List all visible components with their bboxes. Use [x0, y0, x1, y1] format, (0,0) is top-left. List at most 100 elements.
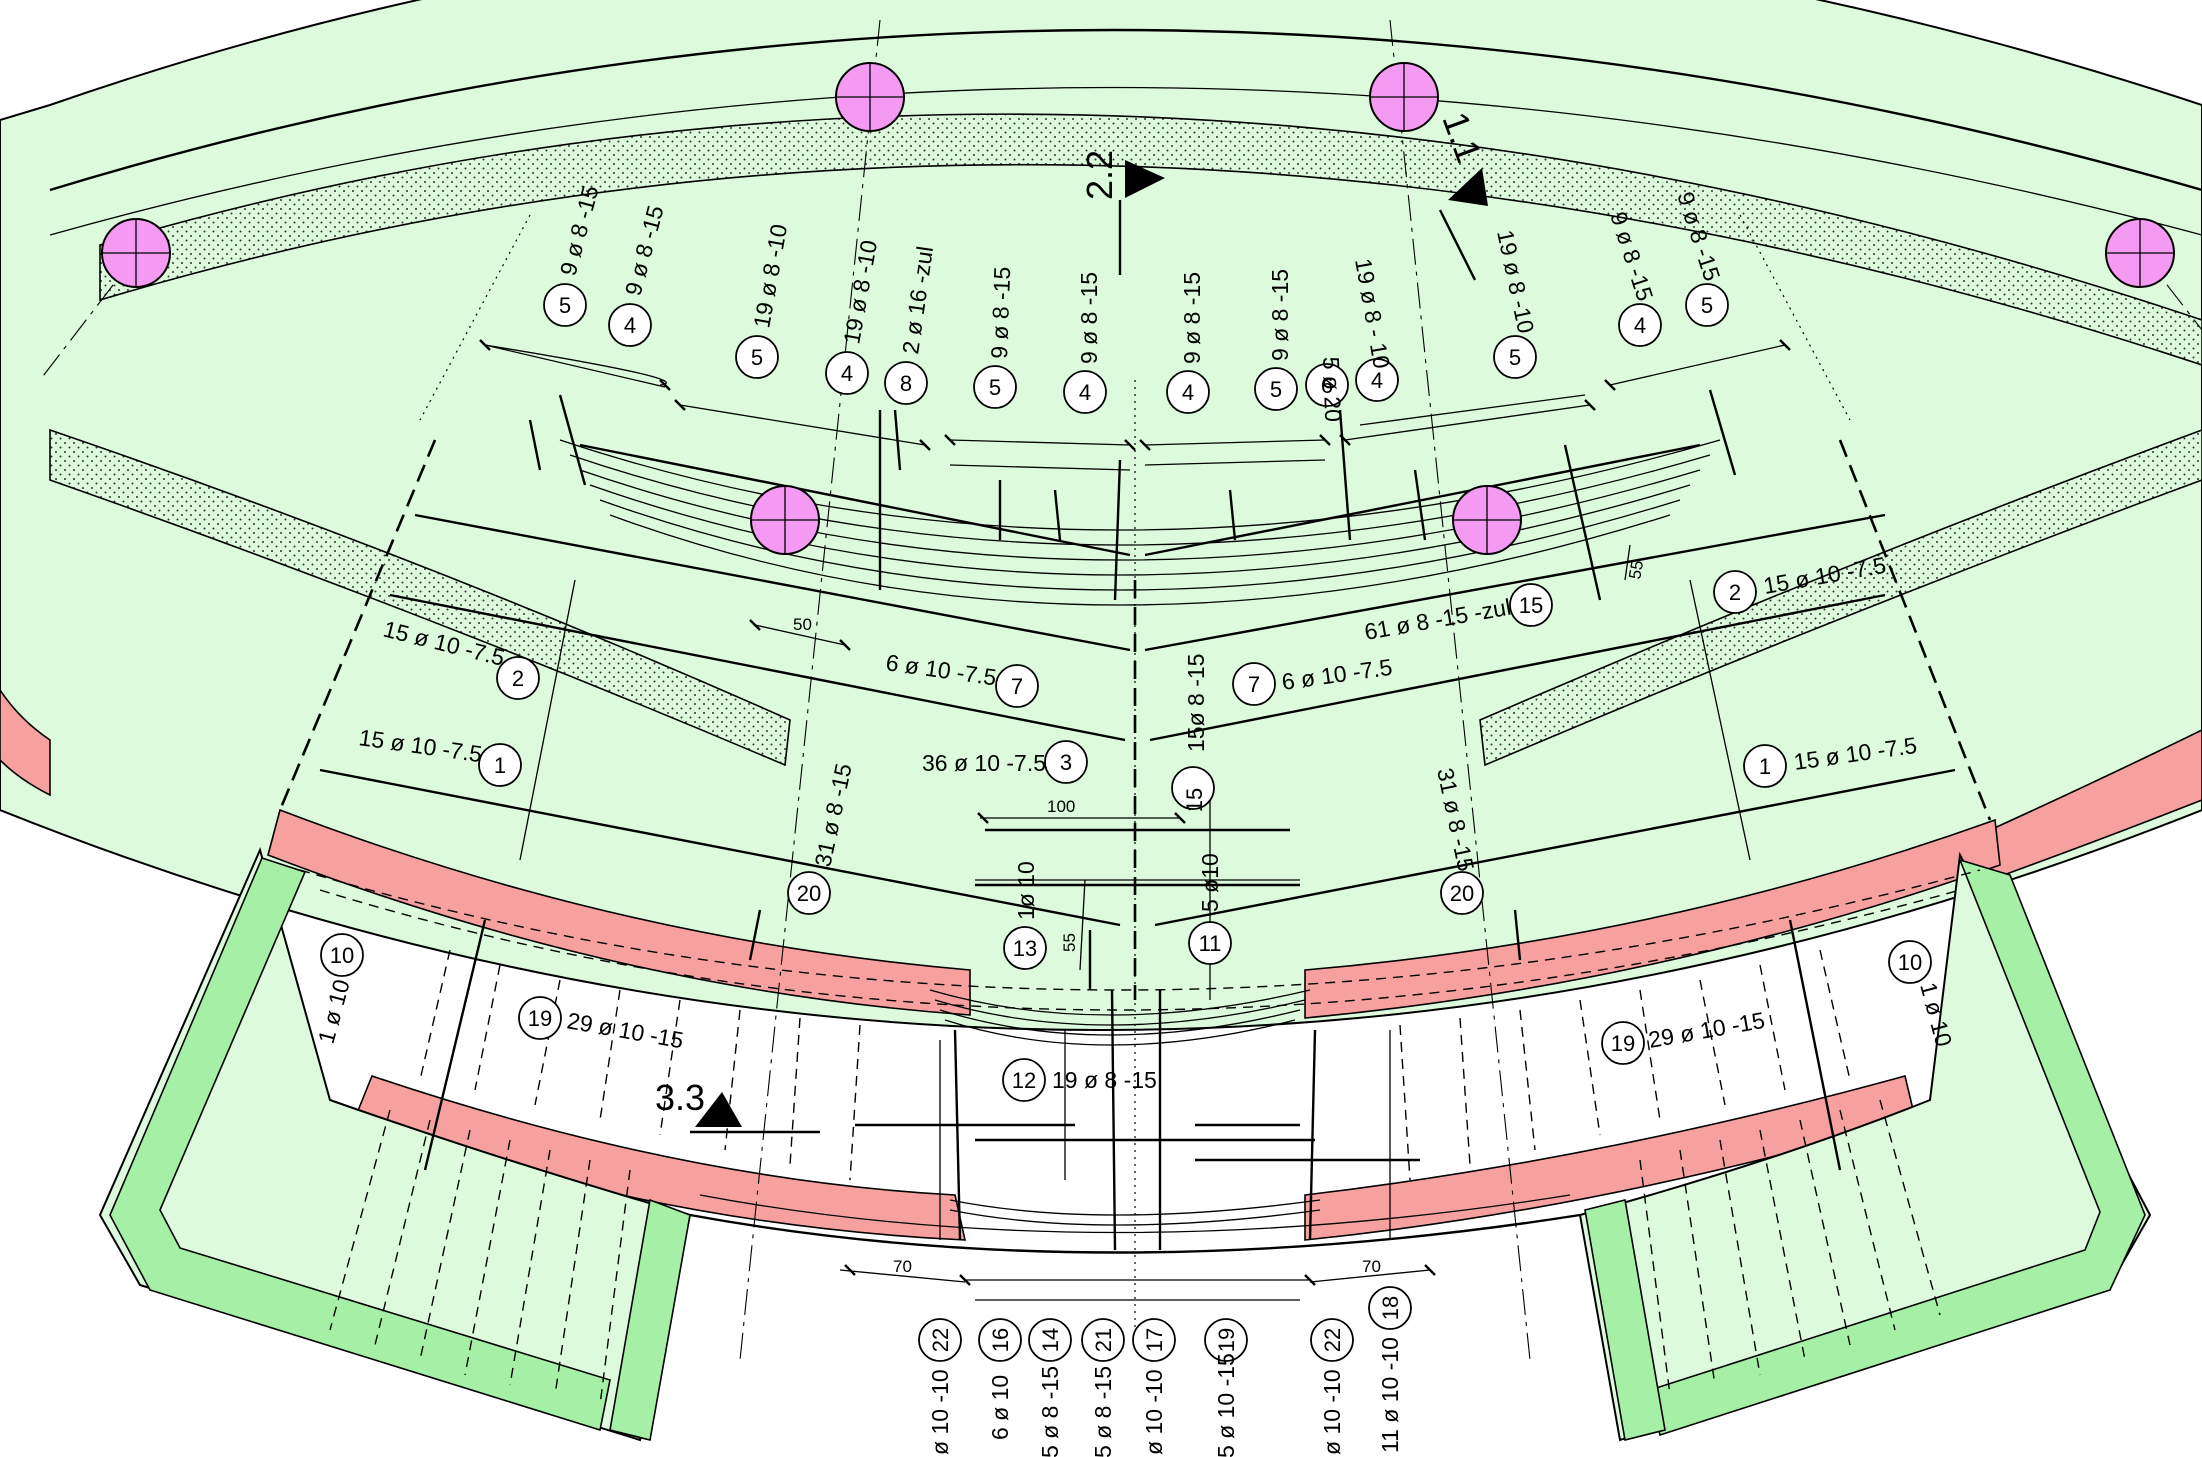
- svg-text:4: 4: [624, 313, 636, 338]
- svg-text:9 ø 8 -15: 9 ø 8 -15: [1267, 269, 1293, 361]
- svg-text:5: 5: [1701, 293, 1713, 318]
- section-label-3-3: 3.3: [655, 1077, 705, 1118]
- lower-bars-left: [329, 949, 861, 1406]
- dotted-band-ring: [99, 113, 2202, 366]
- svg-text:22: 22: [1320, 1328, 1345, 1352]
- svg-text:5 ø 8 -15: 5 ø 8 -15: [1037, 1366, 1063, 1457]
- section-label-2-2: 2.2: [1079, 150, 1120, 200]
- svg-text:19 ø 8 -15: 19 ø 8 -15: [1052, 1067, 1157, 1093]
- rebar-callout: 6 5 ø 20: [1305, 356, 1349, 422]
- svg-text:21: 21: [1091, 1328, 1116, 1352]
- svg-text:9 ø 8 -15: 9 ø 8 -15: [1179, 272, 1205, 364]
- svg-text:15: 15: [1182, 788, 1207, 812]
- svg-text:4: 4: [1634, 313, 1646, 338]
- svg-text:4: 4: [1371, 368, 1383, 393]
- rebar-callout: 21 5 ø 8 -15: [1081, 1318, 1125, 1457]
- svg-text:1 ø 10: 1 ø 10: [313, 977, 355, 1047]
- svg-text:5: 5: [1509, 345, 1521, 370]
- svg-text:29 ø 10 -15: 29 ø 10 -15: [565, 1007, 685, 1053]
- svg-text:2: 2: [512, 666, 524, 691]
- rebar-callout: 17 ø 10 -10: [1132, 1318, 1176, 1455]
- dim-70-right: 70: [1362, 1257, 1381, 1276]
- ring-stirrups: [528, 389, 1737, 601]
- svg-text:5: 5: [989, 375, 1001, 400]
- svg-text:11 ø 10 -10: 11 ø 10 -10: [1377, 1337, 1403, 1453]
- svg-text:7: 7: [1011, 674, 1023, 699]
- wing-left-green: [109, 857, 611, 1432]
- lower-ring-bars: [929, 989, 1321, 1226]
- dim-70-left: 70: [893, 1257, 912, 1276]
- ring-edge-mid: [49, 86, 2202, 236]
- svg-text:11: 11: [1199, 931, 1222, 956]
- svg-text:ø 10 -10: ø 10 -10: [1141, 1369, 1167, 1455]
- rebar-callout: 13 1ø 10: [1003, 861, 1047, 970]
- rebar-callout: 18 11 ø 10 -10: [1368, 1286, 1412, 1453]
- rebar-callout: 22 ø 10 -10: [1310, 1318, 1354, 1455]
- svg-text:5: 5: [559, 293, 571, 318]
- red-band-right-edge: [1989, 729, 2202, 882]
- svg-text:14: 14: [1038, 1328, 1063, 1352]
- radial-line-2: [1389, 19, 1531, 1361]
- svg-text:6: 6: [1321, 373, 1333, 398]
- wing-right-green: [1649, 858, 2146, 1437]
- rebar-callout: 19 29 ø 10 -15: [1601, 1007, 1767, 1065]
- wing-left-green-post: [609, 1198, 691, 1441]
- svg-text:1: 1: [1759, 754, 1771, 779]
- svg-text:5 ø 20: 5 ø 20: [1318, 356, 1346, 422]
- svg-text:20: 20: [797, 881, 821, 906]
- svg-text:4: 4: [1079, 380, 1091, 405]
- dotted-band-left: [49, 428, 791, 767]
- dimension-values: 50 55 55 100 70 70: [793, 559, 1647, 1276]
- ring-edge-inner: [49, 28, 2202, 192]
- svg-text:6 ø 10: 6 ø 10: [987, 1375, 1013, 1440]
- svg-text:5 ø 10 -15: 5 ø 10 -15: [1213, 1353, 1239, 1457]
- svg-text:5 ø10: 5 ø10: [1197, 853, 1223, 912]
- svg-text:1: 1: [494, 753, 506, 778]
- svg-text:9 ø 8 -15: 9 ø 8 -15: [1076, 272, 1102, 364]
- main-bars: [319, 443, 1956, 1162]
- radial-line-1: [739, 19, 881, 1361]
- dashed-inner-arc: [299, 869, 1981, 991]
- dim-55-center: 55: [1060, 933, 1079, 952]
- section-marker-icon: [695, 1092, 742, 1127]
- dim-55-right: 55: [1625, 559, 1647, 581]
- svg-text:36 ø 10 -7.5: 36 ø 10 -7.5: [922, 750, 1046, 776]
- dashed-boundary-right: [1838, 439, 1992, 821]
- slab-main: [0, 0, 2202, 1031]
- dimension-chains: [484, 344, 1786, 1301]
- rebar-bottom-callouts: 22 ø 10 -10 16 6 ø 10 14 5 ø 8 -15 21 5 …: [918, 1286, 1412, 1457]
- rebar-callout: 4 9 ø 8 -15: [1063, 272, 1107, 414]
- rebar-callout: 15 15ø 8 -15: [1171, 654, 1215, 812]
- ring-bars: [559, 439, 1721, 606]
- rebar-callout: 5 9 ø 8 -15: [1254, 269, 1298, 411]
- section-marker-icon: [1448, 168, 1488, 206]
- wing-right-green-post: [1584, 1199, 1666, 1441]
- rebar-callout: 19 5 ø 10 -15: [1204, 1318, 1248, 1457]
- rebar-callout: 14 5 ø 8 -15: [1028, 1318, 1072, 1457]
- rebar-callout: 10 1 ø 10: [313, 933, 364, 1047]
- svg-text:20: 20: [1450, 881, 1474, 906]
- rebar-callout: 16 6 ø 10: [978, 1318, 1022, 1440]
- rebar-callout: 12 19 ø 8 -15: [1002, 1058, 1157, 1102]
- dimension-ticks: [479, 339, 1791, 1286]
- svg-text:4: 4: [841, 361, 853, 386]
- rebar-callout: 5 9 ø 8 -15: [973, 266, 1017, 409]
- svg-text:10: 10: [330, 943, 354, 968]
- rebar-callout: 3 36 ø 10 -7.5: [922, 740, 1088, 784]
- slab-bottom-edge: [689, 1213, 1581, 1254]
- svg-text:19: 19: [1611, 1031, 1635, 1056]
- lower-bars-right: [1399, 949, 1941, 1396]
- svg-text:5 ø 8 -15: 5 ø 8 -15: [1090, 1366, 1116, 1457]
- rebar-callout: 11 5 ø10: [1188, 853, 1232, 965]
- section-marker-icon: [1125, 160, 1165, 198]
- section-markers: [690, 160, 1488, 1134]
- svg-text:3: 3: [1060, 750, 1072, 775]
- svg-text:19: 19: [1214, 1328, 1239, 1352]
- svg-text:18: 18: [1378, 1296, 1403, 1320]
- svg-text:5: 5: [1270, 377, 1282, 402]
- dotted-band-right: [1479, 429, 2202, 767]
- svg-text:5: 5: [751, 345, 763, 370]
- svg-text:15: 15: [1519, 593, 1543, 618]
- svg-text:1ø 10: 1ø 10: [1013, 861, 1039, 920]
